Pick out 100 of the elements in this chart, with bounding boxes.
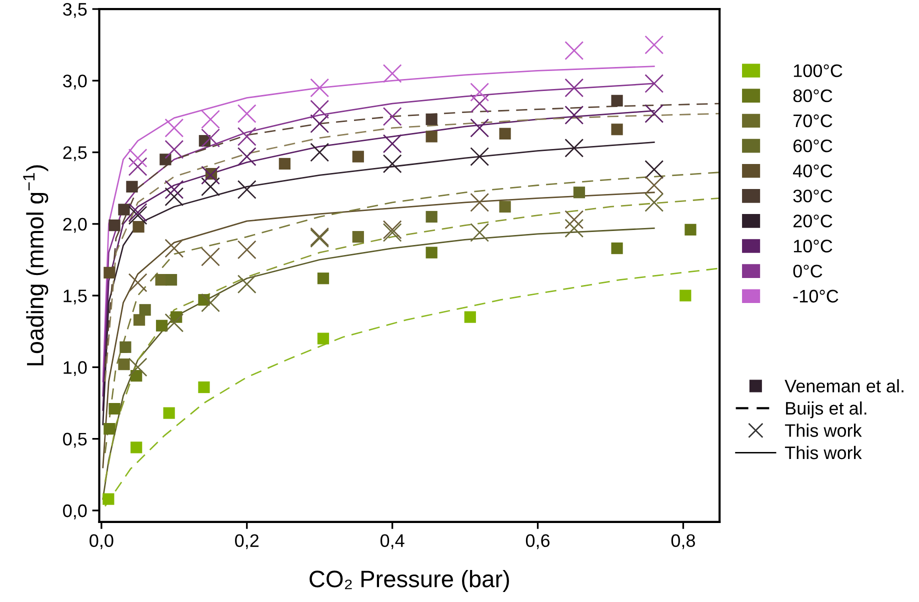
point — [470, 192, 490, 212]
point — [426, 130, 438, 142]
point — [382, 223, 402, 242]
point — [499, 128, 511, 140]
point — [464, 311, 476, 323]
point — [317, 332, 330, 344]
point — [278, 158, 291, 170]
point — [382, 154, 402, 174]
point — [104, 423, 116, 435]
point — [163, 407, 175, 419]
point — [573, 186, 586, 198]
legend-label: -10°C — [793, 290, 838, 303]
text: This work — [784, 424, 862, 437]
point — [310, 142, 330, 162]
point — [310, 114, 330, 134]
point — [128, 358, 148, 377]
y-tick-label: 0,0 — [63, 504, 87, 520]
point — [680, 290, 692, 302]
point — [165, 274, 178, 286]
legend-label: 10°C — [794, 240, 832, 252]
point — [126, 180, 138, 192]
legend-label: 40°C — [793, 164, 832, 178]
legend-label: 20°C — [793, 214, 832, 228]
point — [160, 154, 172, 166]
point — [382, 107, 402, 126]
point — [684, 224, 696, 236]
y-tick-label: 1,0 — [64, 361, 87, 376]
y-tick-label: 2,0 — [63, 218, 87, 233]
line-series — [102, 192, 655, 468]
point — [133, 314, 146, 326]
point — [310, 100, 330, 119]
point — [139, 304, 151, 316]
point — [201, 293, 220, 312]
point — [164, 187, 184, 206]
point — [564, 138, 584, 158]
point — [470, 82, 490, 102]
point — [198, 381, 210, 394]
y-tick-label: 2,5 — [63, 146, 87, 162]
point — [104, 266, 116, 278]
point — [128, 273, 148, 292]
point — [644, 192, 664, 212]
point — [644, 176, 664, 195]
point — [128, 157, 148, 176]
point — [382, 64, 402, 83]
text: This work — [784, 446, 862, 460]
point — [644, 74, 664, 94]
point — [128, 206, 148, 225]
point — [611, 242, 623, 254]
point — [382, 220, 402, 240]
legend-label: 30°C — [793, 190, 832, 202]
point — [201, 166, 220, 185]
y-tick-label: 3,5 — [63, 2, 87, 18]
point — [382, 134, 402, 154]
point — [130, 370, 142, 382]
point — [164, 118, 184, 138]
point — [499, 200, 511, 213]
point — [118, 358, 130, 370]
y-tick-label: 1,5 — [64, 290, 87, 304]
y-tick-label: 0,5 — [63, 432, 87, 448]
x-tick-label: 0,4 — [380, 534, 404, 550]
line-series — [104, 197, 720, 483]
point — [564, 78, 584, 98]
point — [564, 41, 584, 60]
point — [644, 160, 664, 179]
text: Buijs et al. — [786, 401, 866, 418]
point — [317, 272, 330, 284]
text: Veneman et al. — [784, 379, 904, 392]
legend-label: 70°C — [794, 114, 832, 128]
x-axis-title: CO₂ Pressure (bar) — [310, 570, 509, 592]
x-tick-label: 0,8 — [671, 534, 695, 550]
point — [426, 210, 438, 223]
point — [564, 210, 584, 230]
legend-label: 60°C — [794, 139, 832, 152]
point — [201, 128, 220, 148]
point — [611, 94, 623, 107]
point — [132, 220, 144, 233]
point — [201, 110, 220, 129]
point — [237, 104, 256, 124]
point — [564, 106, 584, 125]
point — [564, 218, 584, 238]
point — [237, 147, 256, 166]
point — [201, 247, 220, 266]
point — [470, 118, 490, 138]
point — [426, 114, 438, 126]
point — [128, 202, 148, 222]
legend-label: 80°C — [793, 89, 832, 102]
point — [611, 124, 623, 136]
point — [164, 140, 184, 159]
x-tick-label: 0,6 — [526, 534, 550, 550]
x-tick-label: 0,2 — [235, 534, 259, 550]
y-tick-label: 3,0 — [63, 74, 87, 90]
point — [164, 180, 184, 200]
y-axis-title: Loading (mmol g$^{−1}$) — [23, 165, 48, 366]
legend-label: 0°C — [793, 264, 822, 278]
point — [352, 231, 364, 243]
point — [164, 238, 184, 258]
point — [156, 320, 168, 332]
point — [128, 148, 148, 168]
point — [237, 240, 256, 260]
point — [120, 341, 132, 353]
